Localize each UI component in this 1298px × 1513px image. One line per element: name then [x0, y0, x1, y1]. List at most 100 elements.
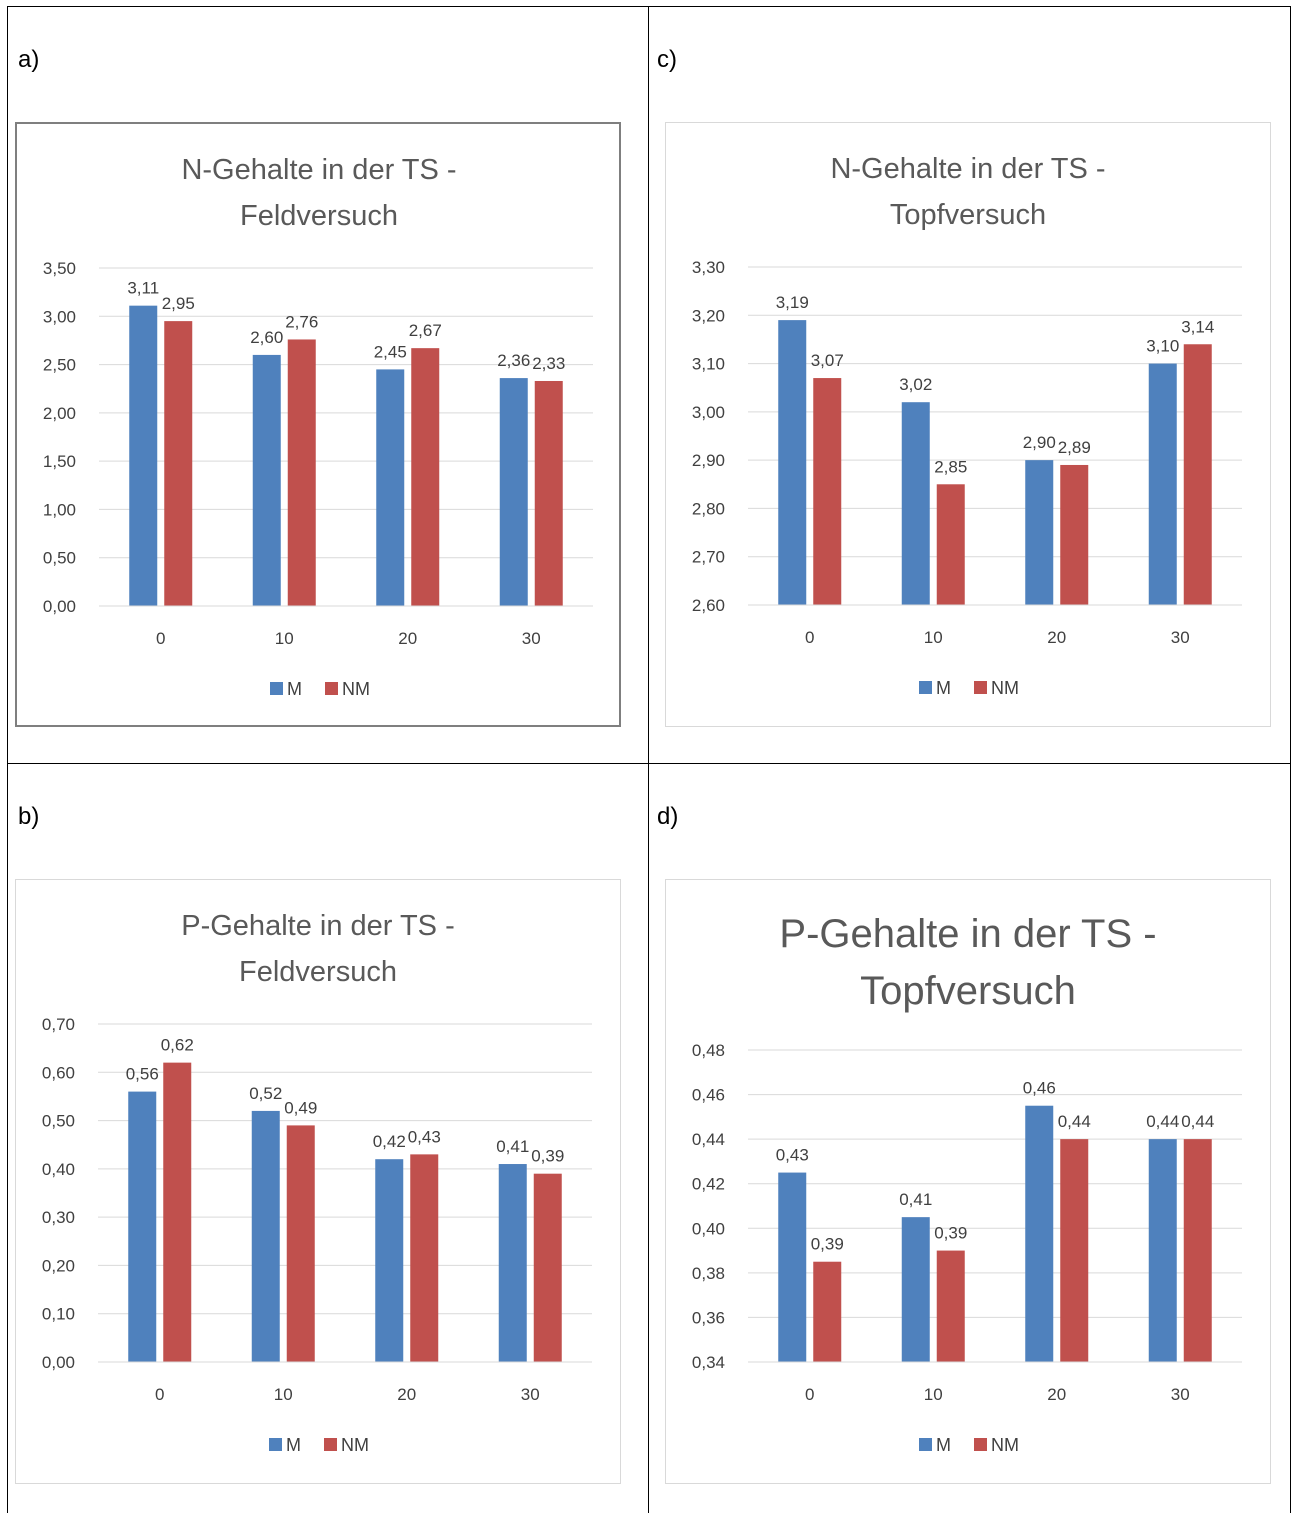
bar-m	[499, 378, 528, 606]
y-tick-label: 0,00	[42, 1353, 75, 1372]
bar-m	[375, 1159, 404, 1362]
x-tick-label: 10	[924, 1385, 943, 1404]
data-label: 0,43	[408, 1127, 441, 1146]
data-label: 0,41	[496, 1137, 529, 1156]
chart-svg: P-Gehalte in der TS - Feldversuch 0,00 0,10…	[42, 910, 592, 1455]
data-label: 2,60	[250, 328, 283, 347]
legend-swatch-m	[919, 681, 932, 694]
data-label: 0,56	[126, 1065, 159, 1084]
x-tick-label: 10	[924, 628, 943, 647]
legend-swatch-nm	[325, 682, 338, 695]
data-label: 3,19	[776, 293, 809, 312]
bar-m	[498, 1164, 527, 1362]
x-tick-label: 20	[1047, 628, 1066, 647]
table-border-right	[1290, 6, 1291, 1513]
bar-m	[1025, 1105, 1054, 1362]
y-tick-label: 2,00	[43, 404, 76, 423]
x-tick-label: 0	[156, 629, 165, 648]
bar-m	[778, 320, 807, 605]
data-label: 0,41	[899, 1190, 932, 1209]
y-tick-label: 0,60	[42, 1063, 75, 1082]
bar-m	[778, 1172, 807, 1362]
data-label: 0,43	[776, 1146, 809, 1165]
bar-nm	[286, 1125, 315, 1362]
y-tick-label: 2,50	[43, 356, 76, 375]
data-label: 0,39	[531, 1147, 564, 1166]
y-tick-label: 0,10	[42, 1305, 75, 1324]
chart-title-line: Feldversuch	[239, 956, 397, 988]
legend-swatch-nm	[974, 681, 987, 694]
panel-letter-b: b)	[18, 803, 40, 830]
y-tick-label: 0,40	[42, 1160, 75, 1179]
legend-label: M	[936, 1435, 951, 1455]
y-tick-label: 0,30	[42, 1208, 75, 1227]
x-tick-label: 30	[521, 1385, 540, 1404]
data-label: 0,49	[284, 1098, 317, 1117]
data-label: 0,39	[811, 1235, 844, 1254]
x-tick-label: 0	[805, 1385, 814, 1404]
table-border-left	[7, 6, 8, 1513]
x-tick-label: 30	[1171, 628, 1190, 647]
data-label: 3,10	[1146, 337, 1179, 356]
bar-nm	[1060, 1139, 1089, 1362]
chart-svg: N-Gehalte in der TS - Feldversuch 0,00 0,50…	[43, 154, 593, 699]
x-tick-label: 30	[522, 629, 541, 648]
legend-swatch-m	[270, 682, 283, 695]
x-tick-label: 0	[155, 1385, 164, 1404]
chart-svg: P-Gehalte in der TS - Topfversuch 0,34 0,36…	[692, 912, 1242, 1455]
data-label: 0,44	[1181, 1112, 1214, 1131]
data-label: 2,89	[1058, 438, 1091, 457]
x-tick-label: 20	[398, 629, 417, 648]
data-label: 0,44	[1058, 1112, 1091, 1131]
bar-nm	[813, 1261, 842, 1362]
y-tick-label: 1,50	[43, 452, 76, 471]
bar-nm	[1183, 344, 1212, 605]
y-tick-label: 0,50	[42, 1112, 75, 1131]
data-label: 3,02	[899, 375, 932, 394]
data-label: 3,07	[811, 351, 844, 370]
data-label: 2,45	[374, 342, 407, 361]
y-tick-label: 0,42	[692, 1175, 725, 1194]
bar-nm	[533, 1173, 562, 1362]
y-tick-label: 0,38	[692, 1264, 725, 1283]
y-tick-label: 0,70	[42, 1015, 75, 1034]
chart-title-line: P-Gehalte in der TS -	[779, 912, 1156, 956]
data-label: 2,76	[285, 312, 318, 331]
x-tick-label: 20	[1047, 1385, 1066, 1404]
chart-title-line: N-Gehalte in der TS -	[181, 154, 456, 186]
y-tick-label: 3,00	[692, 403, 725, 422]
bar-m	[376, 369, 405, 606]
bar-m	[128, 1091, 157, 1362]
chart-svg: N-Gehalte in der TS - Topfversuch 2,60 2,70…	[692, 153, 1242, 698]
legend-swatch-m	[919, 1438, 932, 1451]
bar-nm	[813, 378, 842, 605]
bar-nm	[1183, 1139, 1212, 1362]
data-label: 3,14	[1181, 317, 1214, 336]
data-label: 2,95	[162, 294, 195, 313]
bar-nm	[163, 1062, 192, 1362]
data-label: 2,33	[532, 354, 565, 373]
bar-m	[1025, 460, 1054, 605]
x-tick-label: 0	[805, 628, 814, 647]
legend-label: NM	[342, 679, 370, 699]
legend-label: NM	[991, 678, 1019, 698]
y-tick-label: 3,20	[692, 306, 725, 325]
y-tick-label: 0,36	[692, 1308, 725, 1327]
bar-nm	[287, 339, 316, 606]
chart-n-feldversuch: N-Gehalte in der TS - Feldversuch 0,00 0,50…	[15, 122, 621, 727]
y-tick-label: 0,48	[692, 1041, 725, 1060]
legend-label: M	[286, 1435, 301, 1455]
y-tick-label: 2,80	[692, 499, 725, 518]
bar-nm	[411, 348, 440, 606]
chart-title-line: Feldversuch	[240, 200, 398, 232]
chart-title-line: Topfversuch	[890, 199, 1046, 231]
chart-p-feldversuch: P-Gehalte in der TS - Feldversuch 0,00 0,10…	[15, 879, 621, 1484]
bar-m	[901, 402, 930, 605]
x-tick-label: 30	[1171, 1385, 1190, 1404]
bar-nm	[936, 484, 965, 605]
bar-nm	[410, 1154, 439, 1362]
chart-title-line: P-Gehalte in der TS -	[181, 910, 454, 942]
y-tick-label: 3,30	[692, 258, 725, 277]
y-tick-label: 3,00	[43, 307, 76, 326]
table-border-top	[7, 6, 1291, 7]
